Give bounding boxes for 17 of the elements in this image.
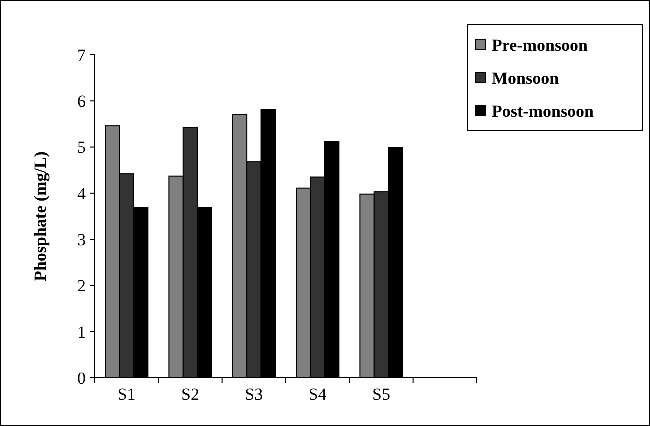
y-tick-label: 5 bbox=[78, 138, 86, 158]
y-tick-label: 3 bbox=[78, 230, 86, 250]
x-tick-label: S1 bbox=[118, 385, 136, 404]
legend-label: Post-monsoon bbox=[492, 102, 595, 121]
legend-label: Monsoon bbox=[492, 68, 560, 88]
x-tick-label: S3 bbox=[245, 385, 264, 404]
x-tick-label: S5 bbox=[372, 385, 390, 404]
legend-label: Pre-monsoon bbox=[492, 36, 589, 55]
y-tick-label: 1 bbox=[78, 322, 86, 342]
y-tick-label: 4 bbox=[78, 184, 86, 204]
y-axis-title: Phosphate (mg/L) bbox=[31, 152, 50, 282]
y-tick-label: 2 bbox=[78, 276, 86, 296]
y-tick-label: 0 bbox=[78, 368, 86, 388]
x-tick-label: S2 bbox=[182, 385, 200, 404]
y-tick-label: 7 bbox=[78, 46, 86, 65]
x-tick-label: S4 bbox=[308, 385, 328, 404]
y-tick-label: 6 bbox=[78, 92, 86, 112]
